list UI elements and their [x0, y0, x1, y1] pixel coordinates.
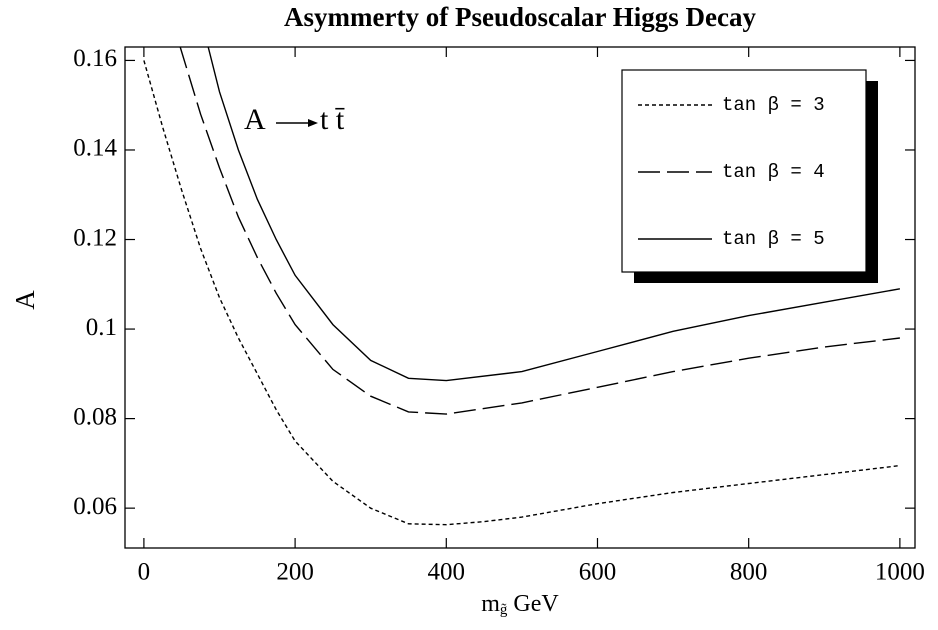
y-tick-label: 0.1: [86, 314, 117, 341]
annotation-left: A: [244, 103, 266, 136]
x-label-sub: g̃: [500, 602, 508, 618]
x-tick-label: 600: [579, 559, 617, 586]
legend-label: tan β = 3: [722, 94, 825, 116]
x-tick-label: 800: [730, 559, 768, 586]
y-tick-label: 0.06: [73, 493, 117, 520]
y-tick-label: 0.08: [73, 403, 117, 430]
x-tick-label: 1000: [875, 559, 925, 586]
legend-label: tan β = 4: [722, 161, 825, 183]
legend-label: tan β = 5: [722, 228, 825, 250]
series-line: [179, 47, 900, 415]
y-tick-label: 0.16: [73, 45, 117, 72]
plot-area: [143, 47, 901, 526]
chart-title: Asymmerty of Pseudoscalar Higgs Decay: [284, 2, 756, 32]
y-tick-label: 0.12: [73, 224, 117, 251]
y-axis-label: A: [10, 290, 40, 310]
series-line: [207, 47, 901, 382]
x-tick-label: 400: [428, 559, 466, 586]
series-line: [143, 60, 900, 526]
annotation-arrowhead: [308, 119, 318, 127]
x-label-unit: GeV: [513, 591, 559, 617]
x-tick-label: 200: [276, 559, 314, 586]
y-tick-label: 0.14: [73, 135, 117, 162]
x-label-main: m: [481, 591, 500, 617]
x-axis-label: mg̃ GeV: [481, 591, 559, 619]
plot-frame: [124, 46, 916, 549]
x-tick-label: 0: [138, 559, 151, 586]
annotation-right: t t̄: [320, 103, 345, 136]
